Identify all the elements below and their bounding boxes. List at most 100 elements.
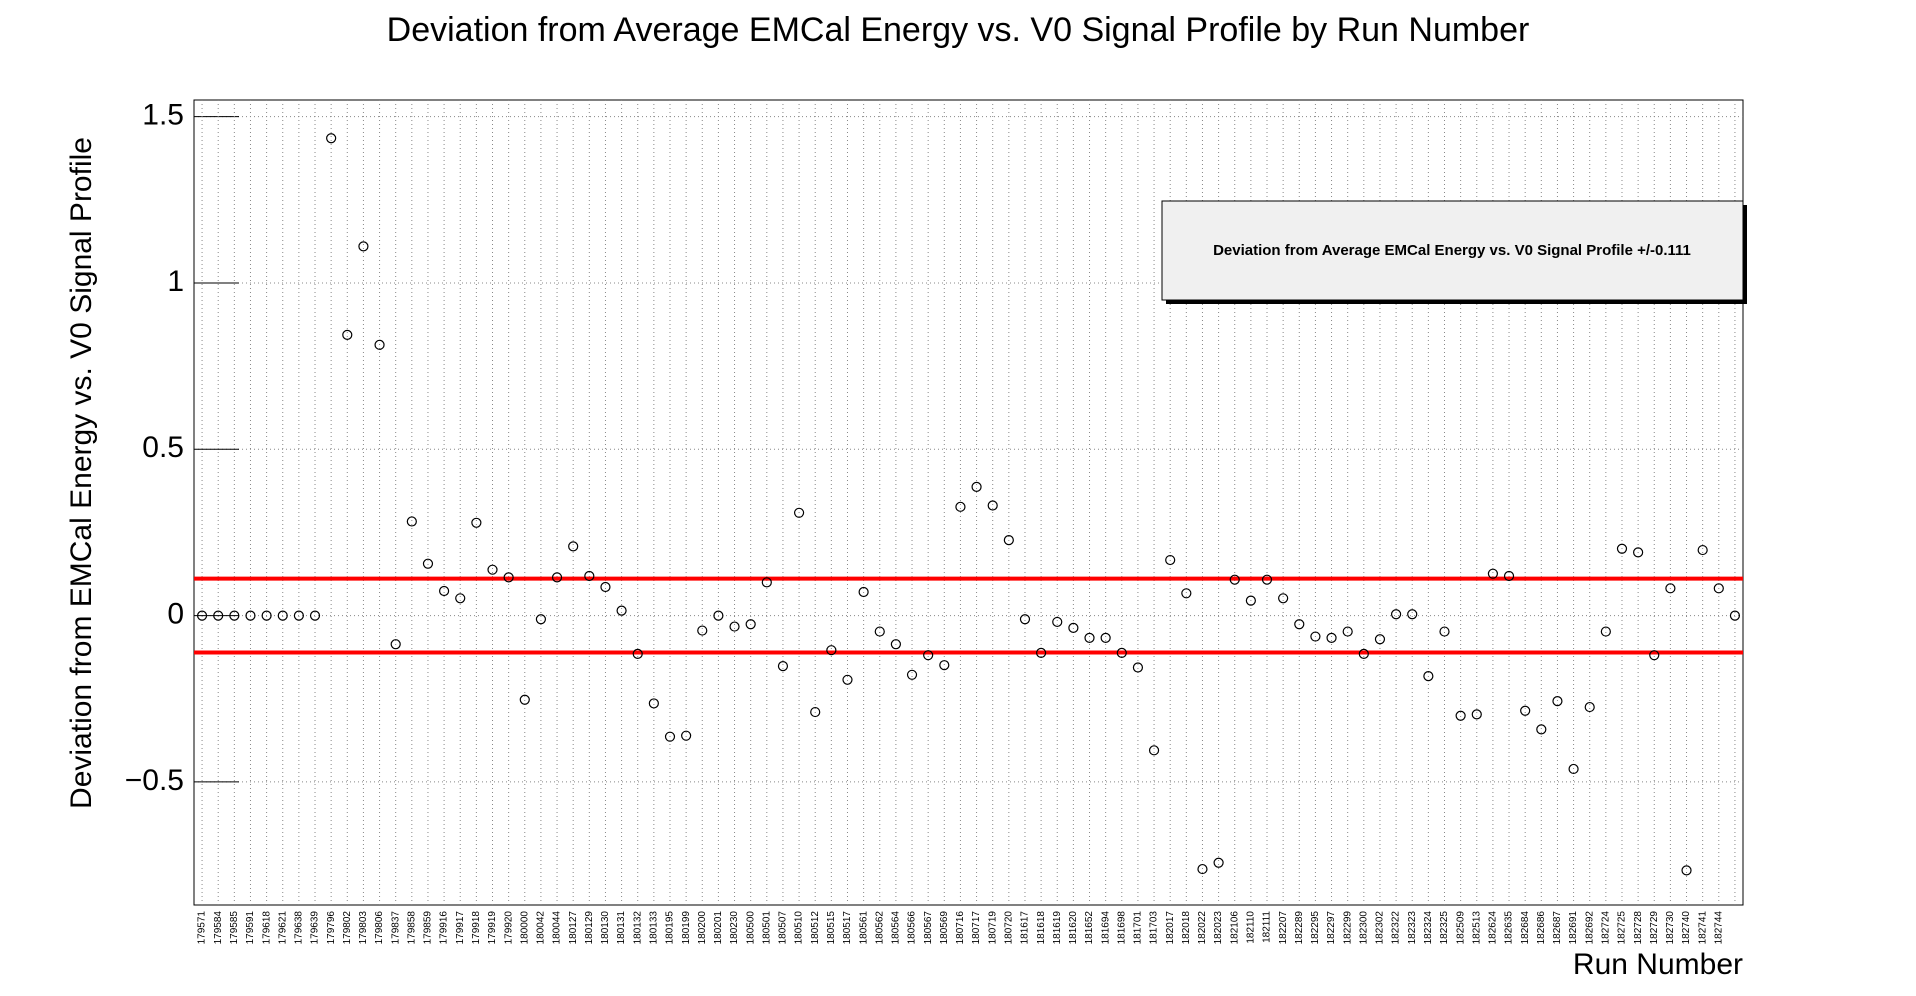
plot-frame (193, 99, 1744, 906)
x-tick-label: 180510 (794, 911, 805, 945)
data-point (1374, 634, 1386, 645)
x-tick-label: 181652 (1084, 911, 1095, 945)
data-point (858, 586, 869, 598)
x-tick-label: 179796 (326, 911, 337, 945)
data-point (1423, 671, 1434, 682)
data-point (1358, 648, 1369, 659)
x-tick-label: 179803 (358, 911, 369, 945)
x-tick-label: 180716 (955, 911, 966, 945)
legend-box (1161, 200, 1744, 301)
data-point (326, 133, 337, 144)
x-tick-label: 181698 (1116, 911, 1127, 945)
x-tick-label: 179917 (455, 911, 466, 945)
x-tick-label: 179585 (229, 911, 240, 945)
x-tick-label: 182686 (1536, 911, 1547, 945)
x-tick-label: 180717 (971, 911, 982, 945)
data-point (697, 625, 708, 636)
data-point (729, 621, 740, 632)
data-point (1697, 544, 1708, 556)
x-tick-label: 182022 (1197, 911, 1208, 945)
data-point (745, 619, 756, 630)
data-point (1665, 583, 1676, 594)
legend: Deviation from Average EMCal Energy vs. … (1161, 200, 1747, 304)
data-point (793, 507, 805, 518)
x-tick-label: 182297 (1326, 911, 1337, 945)
x-tick-label: 182725 (1617, 911, 1628, 945)
data-point (923, 650, 934, 661)
x-tick-label: 180199 (681, 911, 692, 945)
x-tick-label: 179837 (390, 911, 401, 945)
x-tick-label: 182744 (1713, 911, 1724, 945)
x-tick-label: 179918 (471, 911, 482, 945)
x-tick-label: 180512 (810, 911, 821, 945)
x-tick-label: 180719 (987, 911, 998, 945)
x-tick-label: 180517 (842, 911, 853, 945)
data-point (987, 500, 998, 511)
data-point (568, 541, 579, 552)
data-point (1100, 632, 1111, 643)
data-point (1181, 588, 1192, 599)
x-tick-label: 182324 (1423, 911, 1434, 945)
data-point (1520, 705, 1531, 716)
data-point (438, 585, 450, 597)
x-tick-label: 181620 (1068, 911, 1079, 945)
x-tick-label: 182023 (1213, 911, 1224, 945)
data-point (713, 610, 724, 621)
x-tick-label: 180507 (778, 911, 789, 945)
x-tick-label: 179571 (197, 911, 208, 945)
data-point (1197, 863, 1208, 875)
x-tick-label: 182687 (1552, 911, 1563, 945)
data-point (1568, 763, 1579, 775)
x-tick-label: 182299 (1342, 911, 1353, 945)
data-point (471, 517, 482, 528)
x-tick-label: 181618 (1036, 911, 1047, 945)
data-point (1294, 619, 1305, 630)
x-tick-label: 179802 (342, 911, 353, 945)
x-tick-label: 181617 (1020, 911, 1031, 945)
x-tick-label: 180044 (552, 911, 563, 945)
data-point (277, 610, 288, 621)
data-point (422, 558, 434, 569)
x-tick-label: 179621 (277, 911, 288, 945)
x-tick-label: 180130 (600, 911, 611, 945)
y-tick-label: 0.5 (142, 431, 184, 464)
data-point (939, 660, 950, 671)
data-point (261, 610, 272, 621)
x-tick-label: 182724 (1600, 911, 1611, 945)
x-tick-label: 180131 (616, 911, 627, 945)
x-tick-label: 179916 (439, 911, 450, 945)
x-tick-label: 181701 (1133, 911, 1144, 945)
data-point (1116, 647, 1127, 658)
data-point (374, 339, 385, 350)
data-point (213, 610, 224, 621)
x-tick-label: 180515 (826, 911, 837, 945)
x-tick-label: 180195 (665, 911, 676, 945)
x-axis-label: Run Number (1573, 948, 1743, 981)
data-point (1245, 595, 1256, 606)
x-tick-label: 180000 (519, 911, 530, 945)
x-tick-label: 180127 (568, 911, 579, 945)
x-tick-label: 180133 (649, 911, 660, 945)
x-tick-label: 179806 (374, 911, 385, 945)
x-tick-label: 182509 (1455, 911, 1466, 945)
data-point (1003, 534, 1014, 546)
data-point (1649, 650, 1660, 661)
data-point (1407, 609, 1418, 620)
data-point (519, 694, 530, 705)
x-tick-label: 182295 (1310, 911, 1321, 945)
data-point (616, 605, 627, 616)
x-tick-label: 182289 (1294, 911, 1305, 945)
x-tick-label: 182740 (1681, 911, 1692, 945)
x-tick-label: 182018 (1181, 911, 1192, 945)
x-tick-label: 180567 (923, 911, 934, 945)
data-point (1052, 616, 1063, 628)
y-tick-label: −0.5 (125, 764, 184, 797)
x-tick-label: 180562 (874, 911, 885, 945)
data-point (551, 572, 563, 583)
data-point (842, 674, 853, 685)
data-point (1390, 609, 1402, 620)
data-point (1310, 631, 1321, 642)
data-point (1261, 574, 1273, 585)
x-tick-label: 182624 (1488, 911, 1499, 945)
data-point (1036, 647, 1047, 658)
